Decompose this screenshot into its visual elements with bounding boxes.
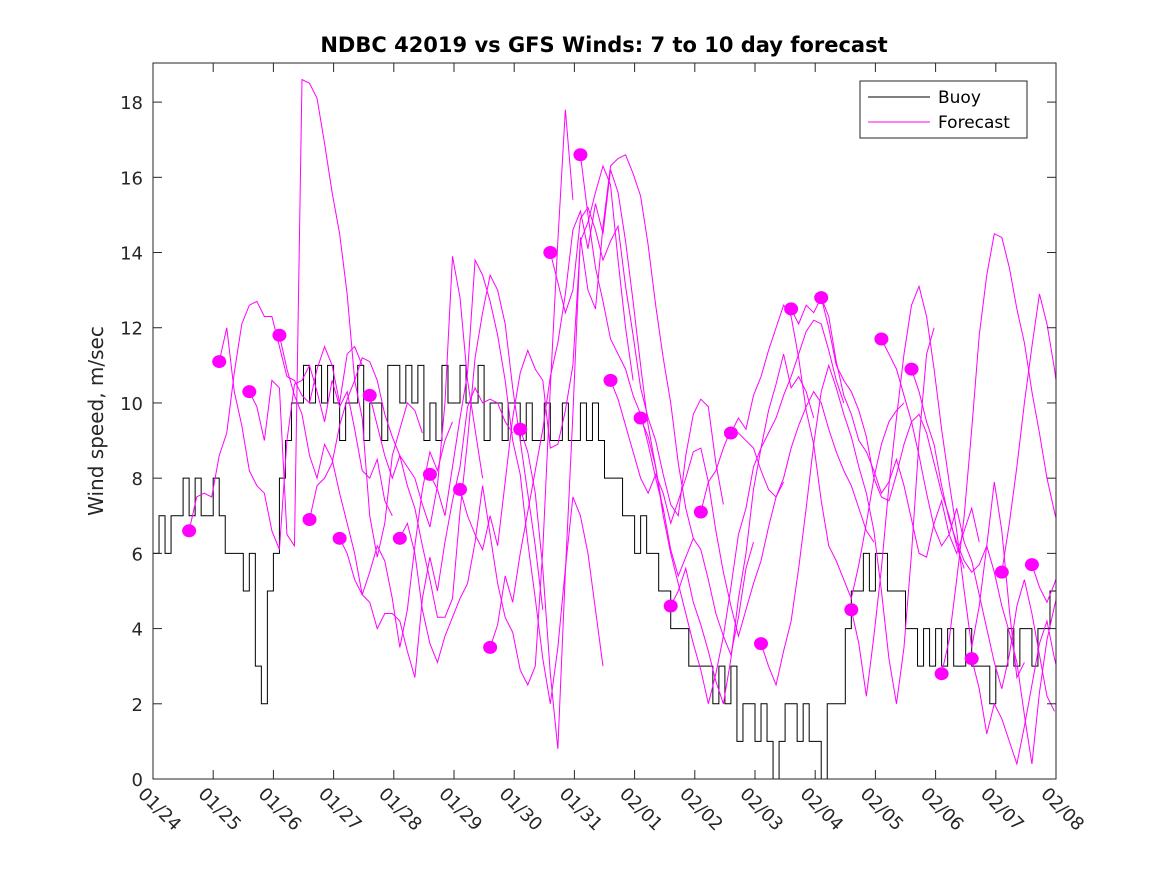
forecast-marker <box>874 332 889 346</box>
forecast-line <box>971 619 1056 766</box>
x-tick-label: 01/29 <box>434 784 486 836</box>
forecast-marker <box>212 355 227 369</box>
y-tick-label: 12 <box>120 319 143 340</box>
forecast-marker <box>814 291 829 305</box>
y-tick-label: 4 <box>132 620 143 641</box>
chart-title: NDBC 42019 vs GFS Winds: 7 to 10 day for… <box>320 33 887 57</box>
x-tick-label: 02/05 <box>856 784 908 836</box>
y-tick-label: 0 <box>132 770 143 791</box>
y-tick-label: 10 <box>120 394 143 415</box>
forecast-line <box>278 335 453 648</box>
forecast-marker <box>994 565 1009 579</box>
forecast-line <box>610 380 785 639</box>
forecast-marker <box>302 513 317 527</box>
forecast-line <box>489 169 664 648</box>
forecast-marker <box>603 373 618 387</box>
forecast-line <box>670 319 845 704</box>
y-tick-label: 2 <box>132 695 143 716</box>
forecast-line <box>369 273 544 618</box>
x-tick-label: 01/27 <box>314 784 366 836</box>
forecast-line <box>399 109 574 687</box>
forecast-line <box>549 206 724 518</box>
forecast-line <box>941 232 1056 674</box>
forecast-line <box>880 338 1055 712</box>
forecast-line <box>579 154 754 657</box>
forecast-line <box>850 284 1025 697</box>
forecast-markers <box>182 148 1039 681</box>
forecast-line <box>1001 293 1056 573</box>
y-tick-label: 16 <box>120 168 143 189</box>
y-axis-label: Wind speed, m/sec <box>84 326 108 516</box>
forecast-marker <box>513 422 528 436</box>
forecast-marker <box>272 328 287 342</box>
x-tick-label: 01/28 <box>374 784 426 836</box>
forecast-line <box>309 256 484 528</box>
forecast-line <box>730 304 905 601</box>
forecast-line <box>1031 564 1056 604</box>
forecast-marker <box>483 640 498 654</box>
forecast-marker <box>844 603 859 617</box>
forecast-marker <box>1024 558 1039 572</box>
forecast-line <box>640 353 815 704</box>
x-tick-label: 02/02 <box>675 784 727 836</box>
x-tick-label: 01/31 <box>555 784 607 836</box>
x-tick-label: 02/03 <box>735 784 787 836</box>
forecast-marker <box>784 302 799 316</box>
x-tick-label: 01/30 <box>495 784 547 836</box>
x-tick-label: 02/04 <box>796 784 848 836</box>
forecast-marker <box>723 426 738 440</box>
forecast-line <box>519 154 694 749</box>
buoy-series <box>153 364 1056 779</box>
legend-label-forecast: Forecast <box>938 113 1010 133</box>
forecast-marker <box>362 388 377 402</box>
x-tick-label: 02/08 <box>1036 784 1088 836</box>
forecast-marker <box>453 482 468 496</box>
forecast-marker <box>422 467 437 481</box>
forecast-line <box>248 78 423 558</box>
y-tick-label: 6 <box>132 544 143 565</box>
forecast-marker <box>964 652 979 666</box>
forecast-marker <box>543 246 558 260</box>
x-tick-label: 01/25 <box>194 784 246 836</box>
forecast-line <box>339 386 514 678</box>
x-tick-label: 02/07 <box>976 784 1028 836</box>
forecast-marker <box>663 599 678 613</box>
y-tick-label: 8 <box>132 469 143 490</box>
legend-box <box>859 80 1028 139</box>
forecast-marker <box>242 385 257 399</box>
legend: Buoy Forecast <box>859 80 1028 139</box>
forecast-marker <box>904 362 919 376</box>
forecast-marker <box>693 505 708 519</box>
forecast-line <box>429 258 604 704</box>
x-tick-label: 01/26 <box>254 784 306 836</box>
forecast-marker <box>392 531 407 545</box>
forecast-line <box>459 164 634 552</box>
forecast-marker <box>182 524 197 538</box>
x-tick-label: 02/06 <box>916 784 968 836</box>
x-tick-label: 02/01 <box>615 784 667 836</box>
forecast-line <box>760 327 935 704</box>
legend-label-buoy: Buoy <box>938 88 981 108</box>
plot-frame <box>152 62 1057 780</box>
y-axis: 0 2 4 6 8 10 12 14 16 18 <box>120 93 1056 791</box>
x-tick-label: 01/24 <box>133 784 185 836</box>
forecast-marker <box>573 148 588 162</box>
buoy-line <box>153 364 1056 779</box>
y-tick-label: 18 <box>120 93 143 114</box>
forecast-line <box>218 327 393 550</box>
y-tick-label: 14 <box>120 244 143 265</box>
forecast-line <box>820 297 980 558</box>
forecast-marker <box>754 637 769 651</box>
forecast-series <box>188 78 1056 766</box>
forecast-marker <box>633 411 648 425</box>
forecast-marker <box>332 531 347 545</box>
forecast-marker <box>934 667 949 681</box>
